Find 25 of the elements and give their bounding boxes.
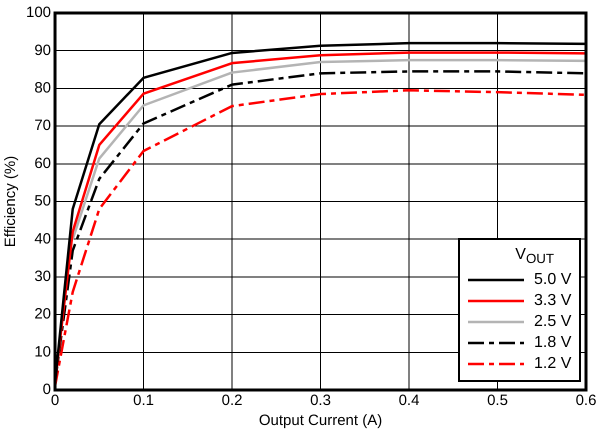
x-tick-label: 0.5 (487, 392, 508, 410)
x-tick-label: 0.2 (222, 392, 242, 410)
legend-label: 1.8 V (534, 333, 572, 354)
y-tick-label: 60 (34, 154, 52, 172)
legend-label: 3.3 V (534, 291, 572, 312)
y-tick-label: 40 (34, 230, 52, 248)
legend-title: V$_{OUT}$ (514, 245, 556, 268)
legend-label: 1.2 V (534, 354, 572, 374)
y-tick-label: 70 (34, 117, 52, 134)
legend-label: 5.0 V (534, 270, 572, 290)
x-tick-label: 0.1 (133, 392, 154, 410)
y-tick-label: 10 (34, 343, 52, 360)
y-tick-label: 30 (34, 268, 52, 286)
y-tick-label: 90 (34, 42, 52, 59)
x-axis-title: Output Current (A) (258, 412, 382, 430)
y-tick-label: 80 (34, 80, 52, 97)
x-tick-label: 0.6 (576, 392, 596, 410)
x-tick-label: 0.4 (398, 392, 420, 410)
y-tick-label: 0 (42, 381, 52, 398)
y-tick-label: 20 (34, 306, 52, 323)
y-tick-label: 50 (34, 192, 52, 210)
legend-label: 2.5 V (534, 312, 572, 332)
x-tick-label: 0.3 (310, 392, 331, 410)
y-tick-label: 100 (26, 4, 52, 22)
y-axis-title: Efficiency (%) (2, 156, 20, 248)
